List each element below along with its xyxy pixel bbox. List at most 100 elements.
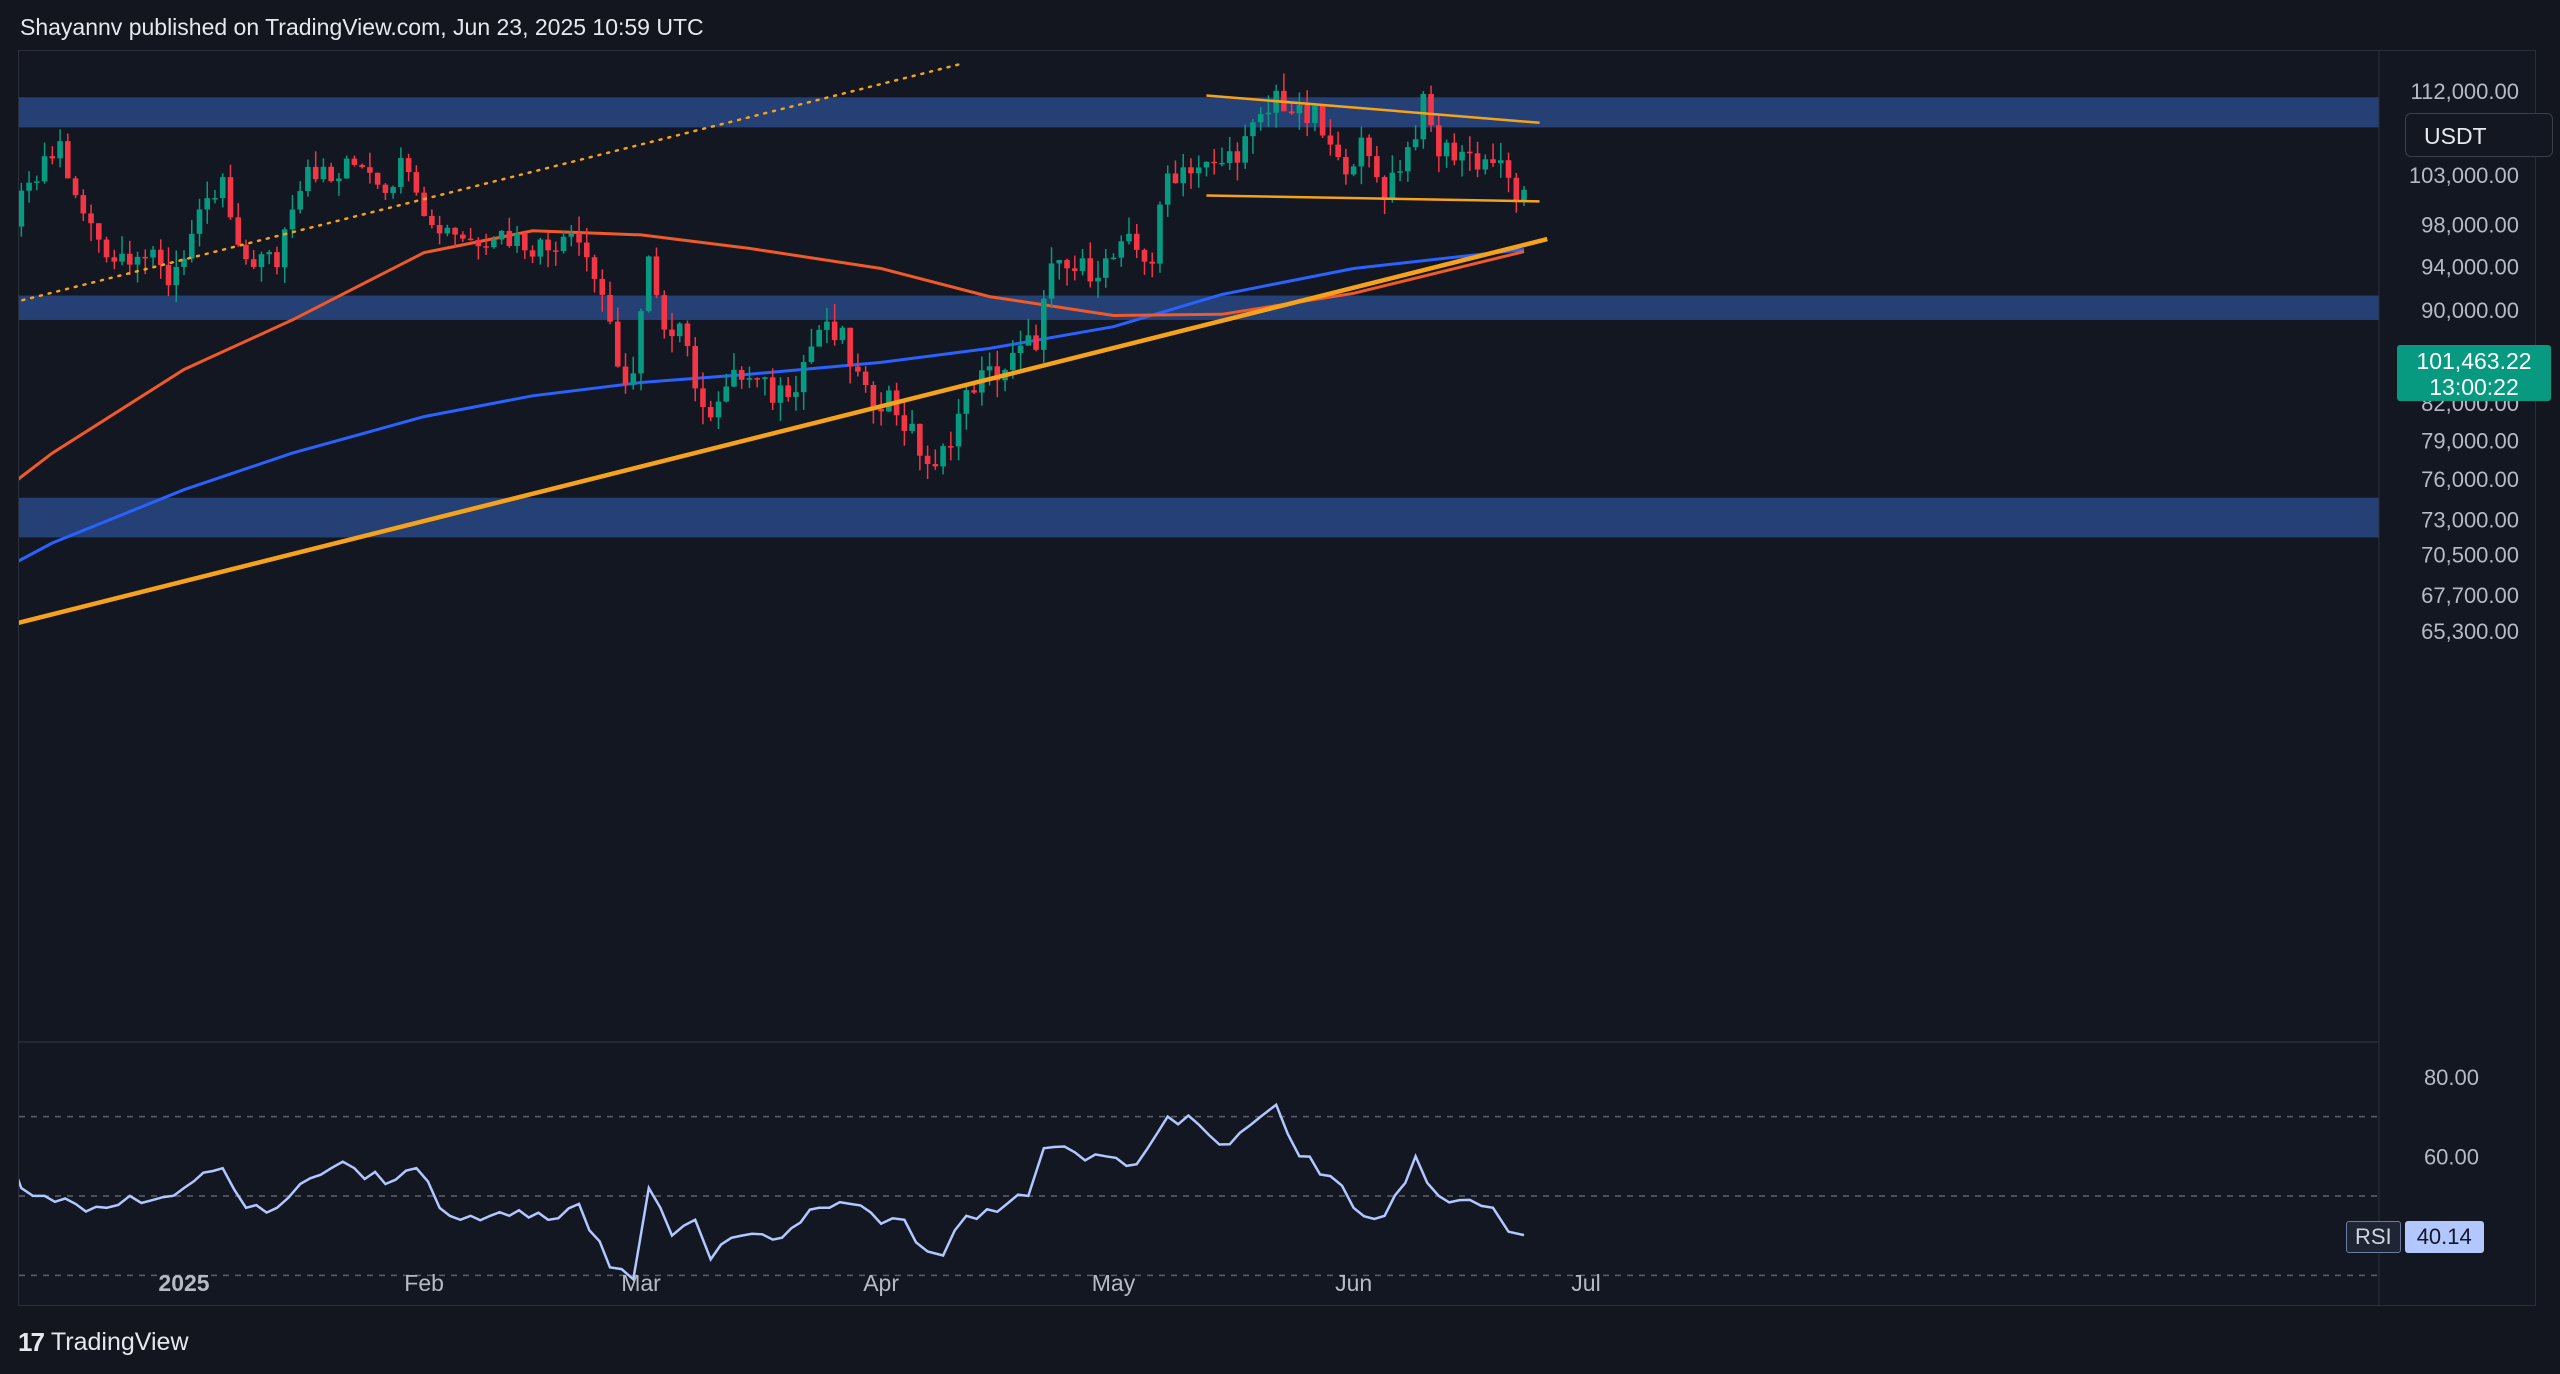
price-candle (41, 142, 48, 184)
price-candle (1149, 252, 1156, 278)
ema-100-line (19, 229, 1525, 481)
candle-body (374, 172, 381, 185)
price-candle (1226, 136, 1233, 170)
candle-body (65, 141, 71, 179)
candle-body (1010, 352, 1016, 370)
price-candle (1087, 242, 1094, 288)
price-candle (212, 189, 218, 204)
candle-body (1064, 260, 1070, 269)
candle-body (1157, 204, 1163, 264)
candle-body (405, 158, 412, 173)
price-candle (1195, 155, 1202, 188)
price-candle (1451, 133, 1458, 166)
price-candle (235, 203, 242, 247)
currency-selector-button[interactable]: USDT (2405, 113, 2553, 157)
candle-body (157, 249, 164, 265)
price-candle (769, 368, 776, 411)
candle-body (80, 195, 87, 214)
price-axis-label: 73,000.00 (2421, 507, 2519, 532)
candle-body (1467, 151, 1473, 154)
price-candle (65, 133, 71, 179)
candle-body (1420, 94, 1427, 140)
candle-body (1358, 137, 1365, 167)
candle-body (250, 259, 257, 267)
price-candle (1071, 255, 1078, 281)
candle-body (754, 378, 760, 380)
attribution-text: Shayannv published on TradingView.com, J… (20, 14, 704, 40)
candle-body (475, 239, 482, 247)
candle-body (1048, 263, 1055, 299)
price-candle (483, 233, 489, 255)
price-candle (924, 445, 931, 479)
price-candle (676, 322, 683, 343)
tradingview-brand: TradingView (50, 1327, 189, 1356)
candle-body (1459, 151, 1465, 161)
price-candle (227, 164, 234, 220)
candle-body (483, 246, 489, 248)
price-candle (537, 237, 544, 265)
price-chart[interactable]: 112,000.00108,000.00103,000.0098,000.009… (19, 51, 2535, 1305)
price-candle (824, 307, 830, 344)
price-candle (1497, 142, 1504, 178)
candle-body (1250, 122, 1256, 137)
price-candle (367, 152, 373, 184)
price-candle (204, 181, 211, 224)
candle-body (1017, 345, 1024, 353)
price-candle (1017, 330, 1024, 370)
price-candle (1141, 248, 1148, 275)
price-candle (103, 236, 110, 263)
price-candle (576, 216, 582, 256)
price-candle (816, 325, 822, 347)
candle-body (382, 184, 389, 193)
candle-body (1095, 277, 1101, 282)
candle-body (336, 178, 342, 182)
price-candle (917, 423, 923, 471)
candle-body (1203, 161, 1210, 168)
candle-body (1405, 147, 1411, 172)
price-candle (785, 376, 791, 402)
price-candle (266, 250, 273, 265)
candle-body (800, 362, 807, 393)
candle-body (707, 406, 714, 418)
time-axis-label: Mar (621, 1270, 661, 1296)
candle-body (1164, 173, 1171, 205)
price-candle (700, 372, 706, 425)
price-candle (738, 366, 745, 389)
price-candle (351, 155, 358, 167)
candle-body (219, 177, 226, 199)
price-candle (1110, 253, 1117, 260)
rsi-axis-label: 60.00 (2424, 1144, 2479, 1169)
publish-attribution: Shayannv published on TradingView.com, J… (20, 14, 704, 46)
price-candle (909, 409, 915, 434)
price-candle (630, 356, 637, 390)
price-axis-label: 112,000.00 (2411, 79, 2519, 104)
tradingview-footer[interactable]: 17 TradingView (18, 1322, 189, 1362)
price-candle (1126, 217, 1132, 245)
candle-body (390, 186, 396, 193)
price-candle (312, 151, 319, 183)
price-candle (1490, 143, 1496, 167)
price-candle (591, 254, 598, 293)
candle-body (816, 329, 822, 347)
candle-body (429, 216, 435, 225)
price-candle (1211, 148, 1217, 175)
support-resistance-zone (19, 97, 2379, 128)
price-candle (831, 304, 838, 346)
candle-body (227, 177, 234, 218)
candle-body (1033, 335, 1039, 350)
candle-body (692, 346, 699, 389)
chart-frame[interactable]: 112,000.00108,000.00103,000.0098,000.009… (18, 50, 2553, 1306)
price-candle (1381, 175, 1388, 215)
price-candle (359, 163, 365, 169)
price-candle (855, 353, 861, 377)
candle-body (847, 327, 853, 367)
price-candle (862, 366, 869, 393)
price-axis-label: 76,000.00 (2421, 467, 2519, 492)
price-candle (320, 158, 327, 183)
candle-body (831, 321, 838, 341)
price-candle (1505, 152, 1512, 193)
candle-body (111, 257, 118, 262)
candle-body (41, 156, 48, 182)
price-candle (343, 155, 350, 179)
candle-body (1397, 171, 1403, 173)
